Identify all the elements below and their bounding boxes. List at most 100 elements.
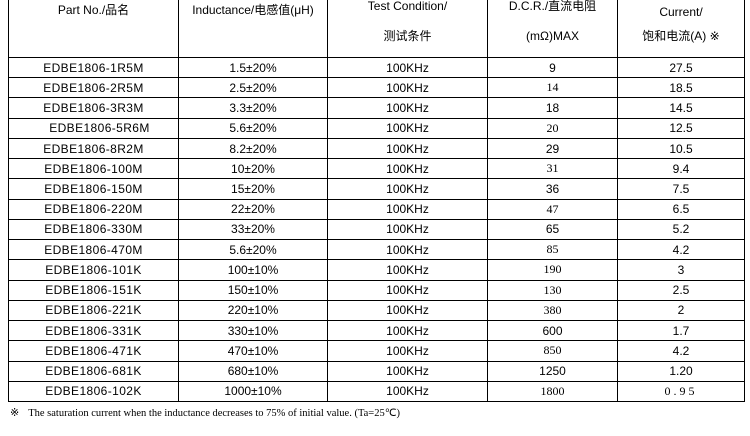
current-cell: 0.95 xyxy=(617,380,745,402)
table-row: EDBE1806-681K 680±10% 100KHz 1250 1.20 xyxy=(8,360,745,382)
current-cell: 14.5 xyxy=(617,97,745,119)
test-condition-cell: 100KHz xyxy=(327,380,488,402)
dcr-cell: 18 xyxy=(487,97,618,119)
inductance-cell: 33±20% xyxy=(178,218,328,241)
test-condition-cell: 100KHz xyxy=(327,239,488,261)
part-no-cell: EDBE1806-471K xyxy=(8,340,179,362)
dcr-cell: 850 xyxy=(487,340,618,362)
current-cell: 1.20 xyxy=(617,360,745,382)
dcr-cell: 47 xyxy=(487,198,618,220)
current-cell: 4.2 xyxy=(617,239,745,261)
table-row: EDBE1806-3R3M 3.3±20% 100KHz 18 14.5 xyxy=(8,97,745,119)
inductance-cell: 2.5±20% xyxy=(178,77,328,99)
col-header-dcr-line2: (mΩ)MAX xyxy=(526,29,579,43)
col-header-inductance-label: Inductance/电感值(μH) xyxy=(192,3,314,17)
part-no-cell: EDBE1806-3R3M xyxy=(8,97,179,119)
part-no-cell: EDBE1806-150M xyxy=(8,178,179,200)
col-header-dcr-line1: D.C.R./直流电阻 xyxy=(508,0,597,13)
dcr-cell: 190 xyxy=(487,259,618,281)
test-condition-cell: 100KHz xyxy=(327,279,488,301)
current-cell: 2.5 xyxy=(617,279,745,301)
dcr-cell: 36 xyxy=(487,178,618,200)
test-condition-cell: 100KHz xyxy=(327,178,488,200)
inductance-cell: 22±20% xyxy=(178,198,328,220)
col-header-part-no: Part No./品名 xyxy=(8,0,179,58)
dcr-cell: 65 xyxy=(487,218,618,241)
inductance-cell: 150±10% xyxy=(178,279,328,301)
header-row: Part No./品名 Inductance/电感值(μH) Test Cond… xyxy=(8,0,745,58)
table-row: EDBE1806-102K 1000±10% 100KHz 1800 0.95 xyxy=(8,380,745,402)
current-cell: 2 xyxy=(617,299,745,322)
col-header-current-line2: 饱和电流(A) ※ xyxy=(642,29,720,43)
part-no-cell: EDBE1806-5R6M xyxy=(8,117,179,139)
inductance-cell: 1000±10% xyxy=(178,380,328,402)
part-no-cell: EDBE1806-151K xyxy=(8,279,179,301)
table-row: EDBE1806-2R5M 2.5±20% 100KHz 14 18.5 xyxy=(8,77,745,99)
inductance-cell: 5.6±20% xyxy=(178,117,328,139)
dcr-cell: 1800 xyxy=(487,380,618,402)
part-no-cell: EDBE1806-1R5M xyxy=(8,56,179,79)
inductor-spec-table: Part No./品名 Inductance/电感值(μH) Test Cond… xyxy=(8,0,745,402)
test-condition-cell: 100KHz xyxy=(327,137,488,160)
footnote: ※ The saturation current when the inducta… xyxy=(10,406,400,419)
dcr-cell: 29 xyxy=(487,137,618,160)
test-condition-cell: 100KHz xyxy=(327,299,488,322)
inductance-cell: 3.3±20% xyxy=(178,97,328,119)
table-row: EDBE1806-220M 22±20% 100KHz 47 6.5 xyxy=(8,198,745,220)
table-row: EDBE1806-331K 330±10% 100KHz 600 1.7 xyxy=(8,320,745,342)
table-row: EDBE1806-101K 100±10% 100KHz 190 3 xyxy=(8,259,745,281)
inductance-cell: 8.2±20% xyxy=(178,137,328,160)
part-no-cell: EDBE1806-470M xyxy=(8,239,179,261)
part-no-cell: EDBE1806-681K xyxy=(8,360,179,382)
part-no-cell: EDBE1806-101K xyxy=(8,259,179,281)
dcr-cell: 130 xyxy=(487,279,618,301)
current-cell: 3 xyxy=(617,259,745,281)
test-condition-cell: 100KHz xyxy=(327,77,488,99)
footnote-text: The saturation current when the inductan… xyxy=(28,408,401,419)
test-condition-cell: 100KHz xyxy=(327,360,488,382)
table-row: EDBE1806-5R6M 5.6±20% 100KHz 20 12.5 xyxy=(8,117,745,139)
inductance-cell: 15±20% xyxy=(178,178,328,200)
test-condition-cell: 100KHz xyxy=(327,117,488,139)
col-header-dcr: D.C.R./直流电阻 (mΩ)MAX xyxy=(487,0,618,58)
dcr-cell: 14 xyxy=(487,77,618,99)
test-condition-cell: 100KHz xyxy=(327,56,488,79)
table-row: EDBE1806-8R2M 8.2±20% 100KHz 29 10.5 xyxy=(8,137,745,160)
current-cell: 12.5 xyxy=(617,117,745,139)
part-no-cell: EDBE1806-102K xyxy=(8,380,179,402)
col-header-test-condition-line2: 测试条件 xyxy=(383,29,432,43)
part-no-cell: EDBE1806-8R2M xyxy=(8,137,179,160)
footnote-marker-icon: ※ xyxy=(10,407,20,419)
test-condition-cell: 100KHz xyxy=(327,97,488,119)
dcr-cell: 85 xyxy=(487,239,618,261)
current-cell: 18.5 xyxy=(617,77,745,99)
part-no-cell: EDBE1806-331K xyxy=(8,320,179,342)
part-no-cell: EDBE1806-330M xyxy=(8,218,179,241)
dcr-cell: 9 xyxy=(487,56,618,79)
col-header-part-no-label: Part No./品名 xyxy=(57,3,130,17)
dcr-cell: 600 xyxy=(487,320,618,342)
current-cell: 5.2 xyxy=(617,218,745,241)
part-no-cell: EDBE1806-220M xyxy=(8,198,179,220)
inductance-cell: 1.5±20% xyxy=(178,56,328,79)
inductance-cell: 100±10% xyxy=(178,259,328,281)
dcr-cell: 1250 xyxy=(487,360,618,382)
table-row: EDBE1806-221K 220±10% 100KHz 380 2 xyxy=(8,299,745,322)
inductance-cell: 680±10% xyxy=(178,360,328,382)
table-row: EDBE1806-330M 33±20% 100KHz 65 5.2 xyxy=(8,218,745,241)
current-cell: 27.5 xyxy=(617,56,745,79)
col-header-test-condition: Test Condition/ 测试条件 xyxy=(327,0,488,58)
dcr-cell: 380 xyxy=(487,299,618,322)
table-row: EDBE1806-100M 10±20% 100KHz 31 9.4 xyxy=(8,158,745,180)
test-condition-cell: 100KHz xyxy=(327,340,488,362)
inductance-cell: 220±10% xyxy=(178,299,328,322)
current-cell: 4.2 xyxy=(617,340,745,362)
col-header-current-line1: Current/ xyxy=(659,5,703,19)
test-condition-cell: 100KHz xyxy=(327,320,488,342)
table-row: EDBE1806-150M 15±20% 100KHz 36 7.5 xyxy=(8,178,745,200)
col-header-test-condition-line1: Test Condition/ xyxy=(367,0,448,13)
col-header-current: Current/ 饱和电流(A) ※ xyxy=(617,0,745,58)
table-row: EDBE1806-470M 5.6±20% 100KHz 85 4.2 xyxy=(8,239,745,261)
current-cell: 10.5 xyxy=(617,137,745,160)
part-no-cell: EDBE1806-221K xyxy=(8,299,179,322)
